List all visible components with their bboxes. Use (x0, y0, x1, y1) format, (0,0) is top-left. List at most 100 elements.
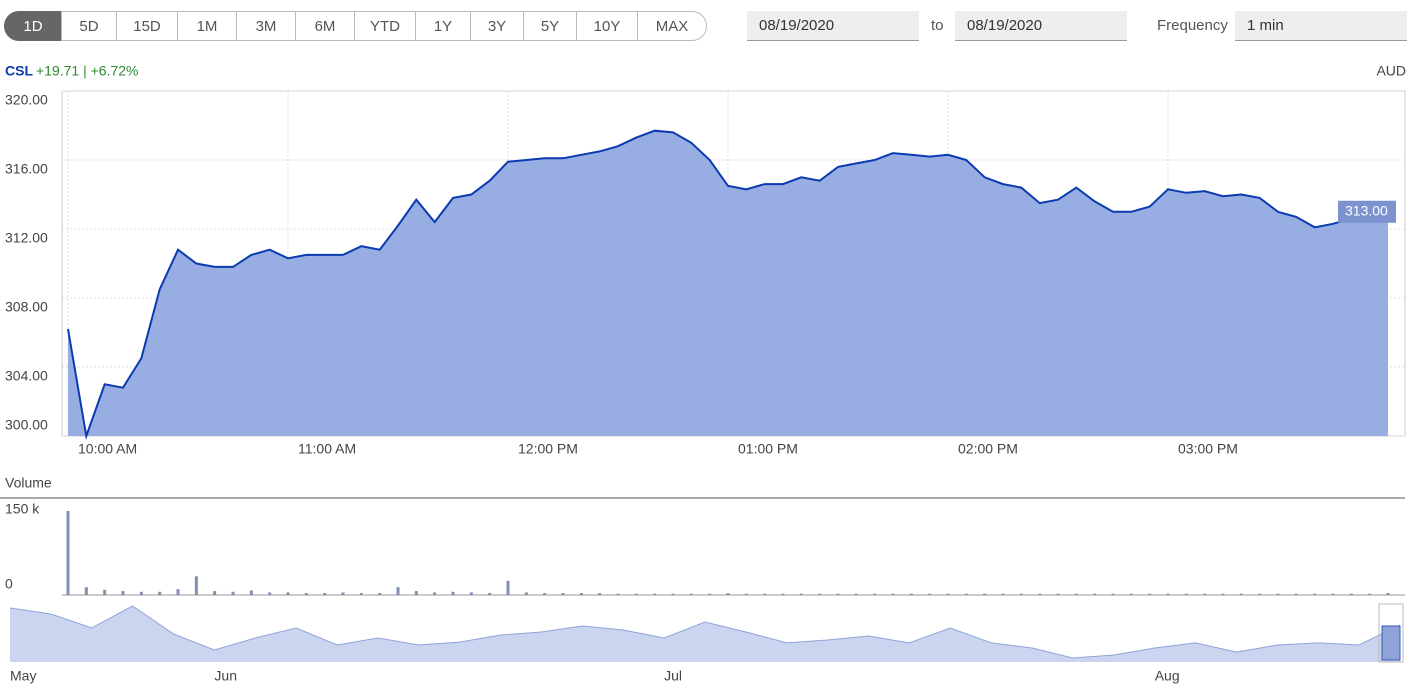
volume-bar (451, 591, 455, 595)
volume-bar (1184, 593, 1188, 595)
y-tick-label: 300.00 (5, 417, 48, 433)
volume-bar (359, 593, 363, 595)
volume-bar (1258, 593, 1262, 595)
volume-bar (891, 593, 895, 595)
toolbar: 08/19/2020 to 08/19/2020 Frequency 1 min… (0, 0, 1412, 52)
range-button[interactable]: 6M (295, 11, 355, 41)
range-button[interactable]: MAX (637, 11, 707, 41)
volume-bar (653, 593, 657, 595)
volume-bar (598, 593, 602, 595)
volume-bar (763, 593, 767, 595)
volume-bar (268, 592, 272, 595)
volume-bar (304, 593, 308, 595)
volume-bar (1019, 593, 1023, 595)
x-tick-label: 11:00 AM (298, 441, 356, 457)
navigator-label: Jul (664, 668, 682, 684)
range-button[interactable]: 5D (61, 11, 117, 41)
y-tick-label: 0 (5, 576, 13, 592)
navigator-label: Aug (1155, 668, 1180, 684)
navigator-label: May (10, 668, 36, 684)
price-line (67, 129, 1389, 440)
range-button[interactable]: 1Y (415, 11, 471, 41)
volume-bar (726, 593, 730, 595)
x-tick-label: 03:00 PM (1178, 441, 1238, 457)
range-button[interactable]: 1D (4, 11, 62, 41)
volume-bar (1038, 593, 1042, 595)
range-button[interactable]: 3M (236, 11, 296, 41)
volume-bar (799, 593, 803, 595)
volume-bar (158, 591, 162, 595)
volume-bar (231, 591, 235, 595)
navigator-window (1381, 625, 1401, 661)
frequency-label: Frequency (1157, 17, 1228, 34)
volume-title: Volume (5, 475, 52, 491)
change: +19.71 | +6.72% (36, 63, 139, 79)
last-value-label: 313.00 (1345, 202, 1388, 218)
volume-bar (84, 587, 88, 595)
volume-bar (873, 593, 877, 595)
range-button[interactable]: 1M (177, 11, 237, 41)
volume-bar (488, 593, 492, 595)
y-tick-label: 308.00 (5, 299, 48, 315)
volume-bar (1074, 593, 1078, 595)
x-tick-label: 10:00 AM (78, 441, 137, 457)
volume-bar (781, 593, 785, 595)
volume-bar (249, 590, 253, 595)
last-value-box (1338, 200, 1396, 223)
symbol: CSL (5, 63, 33, 79)
range-button[interactable]: 15D (116, 11, 178, 41)
range-button[interactable]: 5Y (523, 11, 577, 41)
volume-bar (1313, 593, 1317, 595)
volume-bar (323, 593, 327, 595)
volume-bar (689, 593, 693, 595)
volume-bar (433, 592, 437, 595)
range-button[interactable]: 10Y (576, 11, 638, 41)
volume-bar (341, 592, 345, 595)
volume-bar (1294, 593, 1298, 595)
volume-bar (836, 593, 840, 595)
volume-bar (286, 592, 290, 595)
volume-bar (1368, 593, 1372, 595)
to-date[interactable]: 08/19/2020 (955, 11, 1127, 41)
x-tick-label: 02:00 PM (958, 441, 1018, 457)
volume-bar (854, 593, 858, 595)
volume-bar (1129, 593, 1133, 595)
volume-bar (634, 593, 638, 595)
volume-bar (708, 593, 712, 595)
volume-bar (1349, 593, 1353, 595)
volume-bar (1111, 593, 1115, 595)
volume-bar (176, 589, 180, 595)
range-button[interactable]: YTD (354, 11, 416, 41)
volume-bar (561, 593, 565, 595)
volume-bar (506, 580, 510, 595)
to-label: to (931, 17, 944, 34)
y-tick-label: 316.00 (5, 161, 48, 177)
volume-bar (194, 576, 198, 595)
range-button[interactable]: 3Y (470, 11, 524, 41)
volume-bar (139, 591, 143, 595)
y-tick-label: 312.00 (5, 230, 48, 246)
volume-bar (818, 593, 822, 595)
y-tick-label: 320.00 (5, 92, 48, 108)
currency: AUD (1376, 63, 1406, 79)
volume-bar (1239, 593, 1243, 595)
volume-bar (1166, 593, 1170, 595)
volume-bar (1093, 593, 1097, 595)
from-date[interactable]: 08/19/2020 (747, 11, 919, 41)
volume-bar (1276, 593, 1280, 595)
volume-bar (469, 592, 473, 595)
volume-bar (213, 591, 217, 595)
volume-bar (103, 589, 107, 595)
volume-bar (909, 593, 913, 595)
volume-bar (983, 593, 987, 595)
volume-bar (964, 593, 968, 595)
volume-bar (616, 593, 620, 595)
volume-bar (543, 593, 547, 595)
volume-bar (928, 593, 932, 595)
volume-bar (579, 593, 583, 595)
volume-bar (1331, 593, 1335, 595)
frequency-select[interactable]: 1 min (1235, 11, 1407, 41)
volume-bar (1386, 593, 1390, 595)
